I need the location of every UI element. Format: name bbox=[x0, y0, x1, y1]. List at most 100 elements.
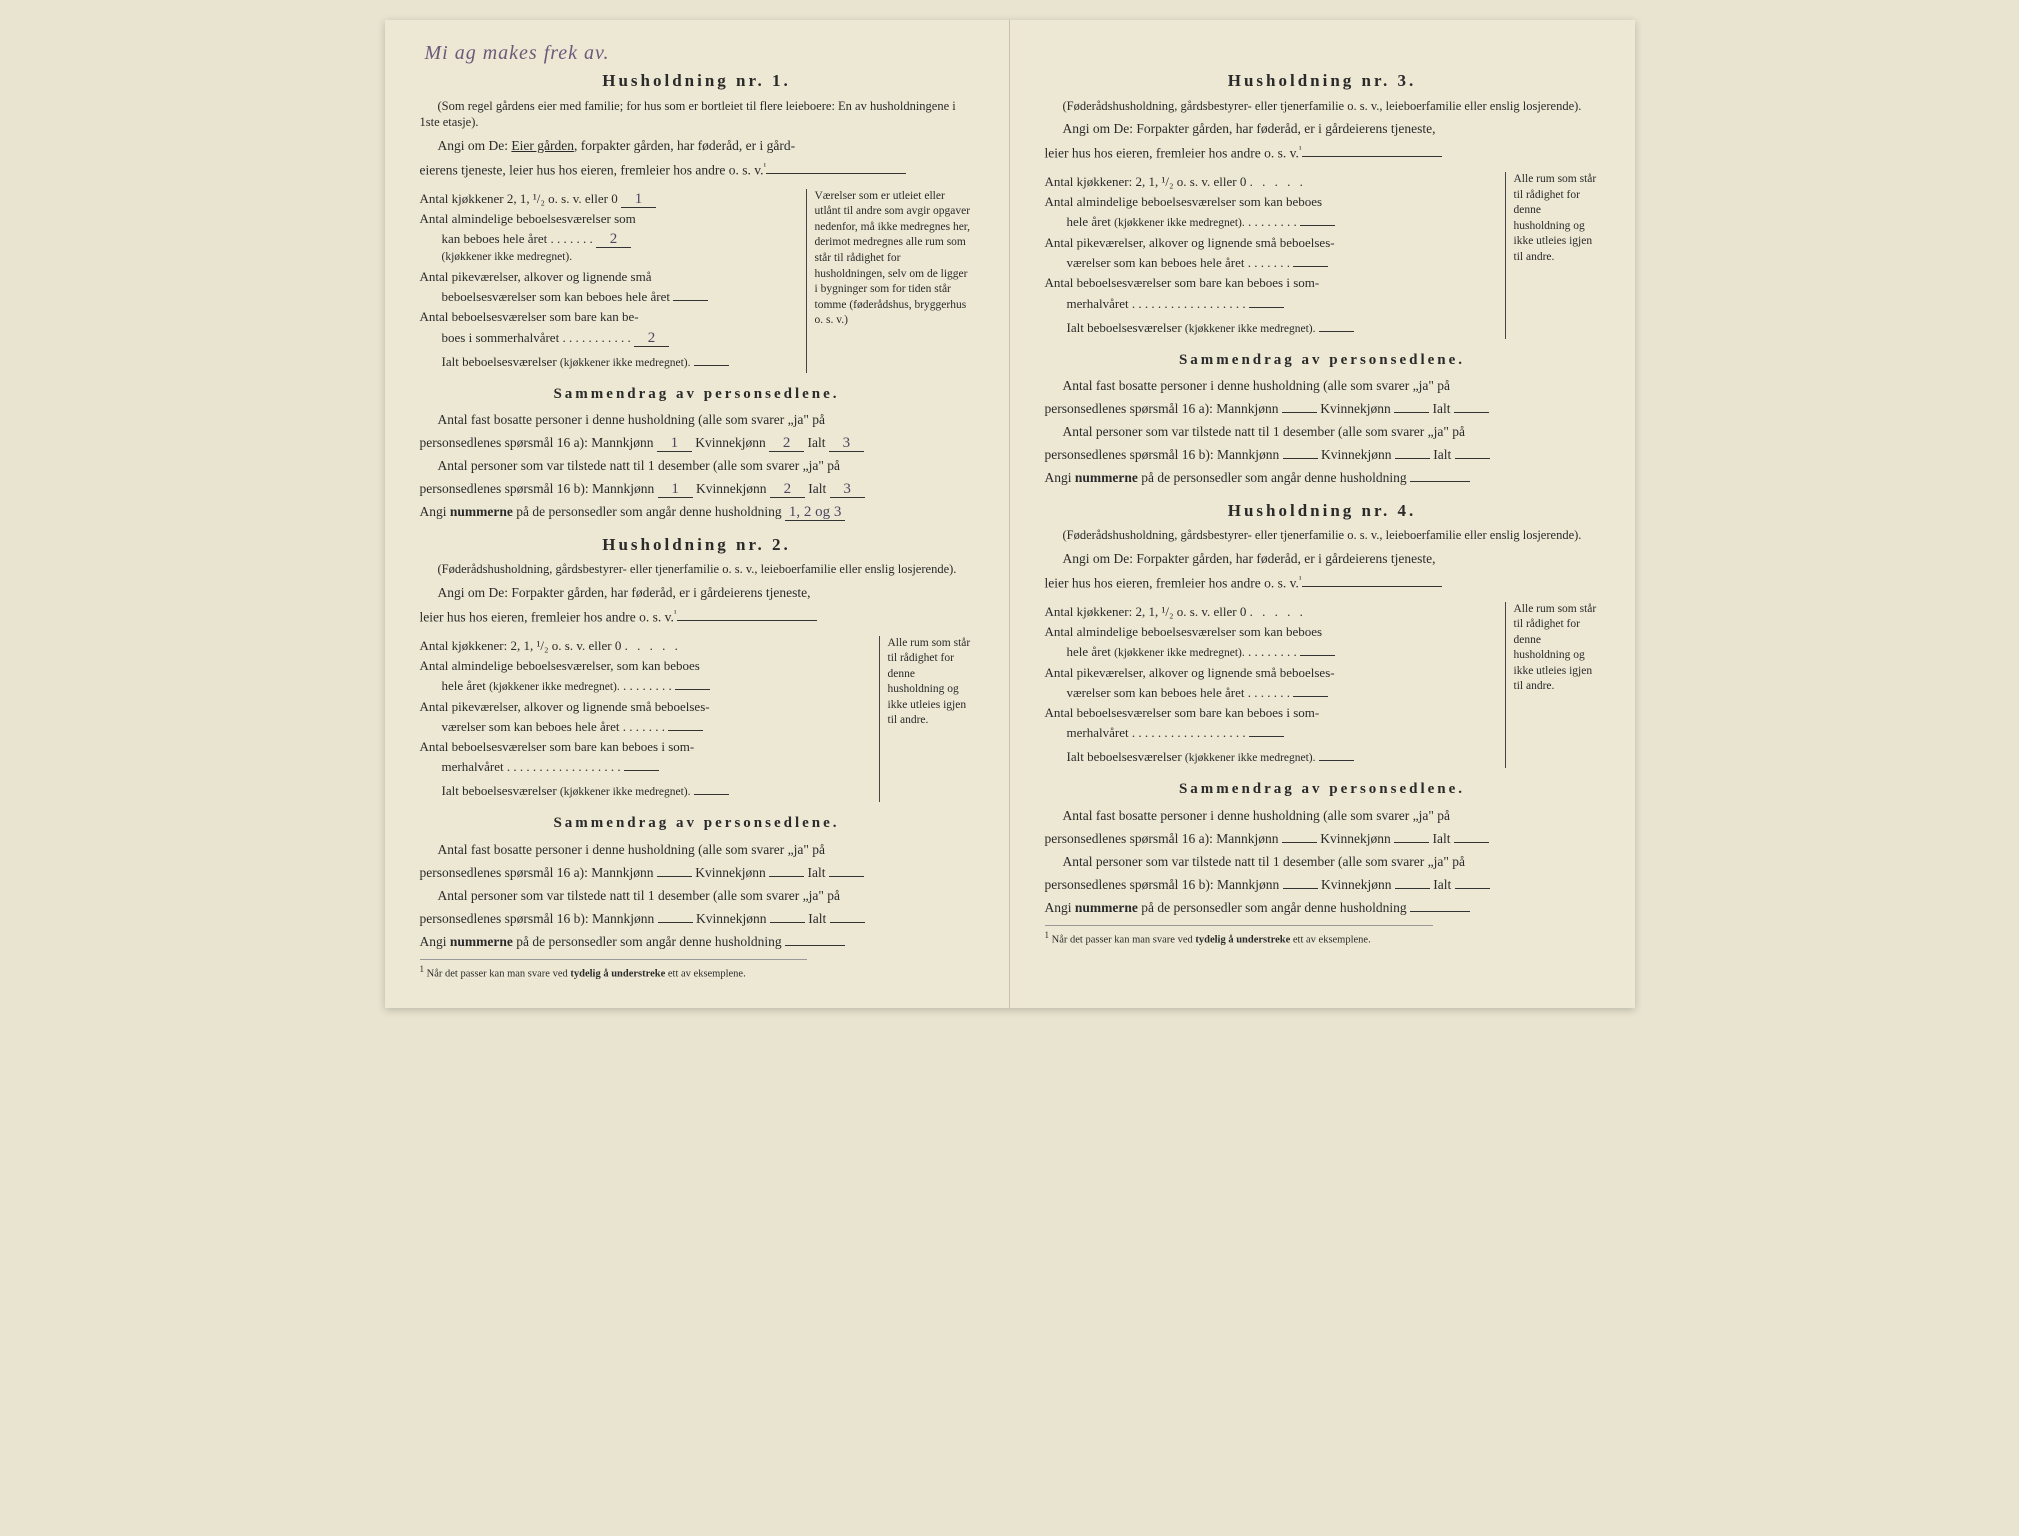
summary2-1a: Antal fast bosatte personer i denne hush… bbox=[420, 839, 974, 862]
rooms-side-note-4: Alle rum som står til rådighet for denne… bbox=[1505, 602, 1600, 768]
angi-blank-3 bbox=[1302, 156, 1442, 157]
kitchens-row-4: Antal kjøkkener: 2, 1, ¹/₂ o. s. v. elle… bbox=[1045, 602, 1497, 622]
household-1-rooms: Antal kjøkkener 2, 1, ¹/₂ o. s. v. eller… bbox=[420, 189, 974, 373]
footnote-after-r: ett av eksemplene. bbox=[1290, 935, 1370, 946]
ordinary-note-3: (kjøkkener ikke medregnet). bbox=[1114, 217, 1245, 229]
summary-2b-prefix: personsedlenes spørsmål 16 b): Mannkjønn bbox=[420, 481, 655, 496]
kvinne-label-4: Kvinnekjønn bbox=[1320, 831, 1391, 846]
ialt-note-2: (kjøkkener ikke medregnet). bbox=[560, 786, 691, 798]
summer-row2: boes i sommerhalvåret . . . . . . . . . … bbox=[420, 328, 798, 348]
footnote-sup: 1 bbox=[420, 964, 425, 974]
summary-2a: Antal personer som var tilstede natt til… bbox=[420, 455, 974, 478]
kvinne-label-b-2: Kvinnekjønn bbox=[696, 911, 767, 926]
angi-blank-4 bbox=[1302, 586, 1442, 587]
footnote-sup-r: 1 bbox=[1045, 930, 1050, 940]
summary4-1b-prefix: personsedlenes spørsmål 16 a): Mannkjønn bbox=[1045, 831, 1279, 846]
household-4-subtitle: (Føderådshusholdning, gårdsbestyrer- ell… bbox=[1045, 527, 1600, 544]
numbers-value-4 bbox=[1410, 911, 1470, 912]
footnote-ref-4: ¹ bbox=[1299, 574, 1302, 584]
ordinary-label2-3: hele året bbox=[1067, 214, 1111, 229]
kvinne-a-value-3 bbox=[1394, 412, 1429, 413]
document-spread: Mi ag makes frek av. Husholdning nr. 1. … bbox=[385, 20, 1635, 1008]
left-page: Mi ag makes frek av. Husholdning nr. 1. … bbox=[385, 20, 1010, 1008]
rooms-side-note: Værelser som er utleiet eller utlånt til… bbox=[806, 189, 974, 373]
kvinne-label: Kvinnekjønn bbox=[695, 435, 766, 450]
summary4-numbers: Angi nummerne på de personsedler som ang… bbox=[1045, 897, 1600, 920]
household-4-title: Husholdning nr. 4. bbox=[1045, 498, 1600, 524]
summary-1b-prefix: personsedlenes spørsmål 16 a): Mannkjønn bbox=[420, 435, 654, 450]
maid-row2: beboelsesværelser som kan beboes hele år… bbox=[420, 287, 798, 307]
numbers-bold-3: nummerne bbox=[1075, 470, 1138, 485]
maid-row1-4: Antal pikeværelser, alkover og lignende … bbox=[1045, 663, 1497, 683]
numbers-rest: på de personsedler som angår denne husho… bbox=[513, 504, 782, 519]
angi-rest: , forpakter gården, har føderåd, er i gå… bbox=[574, 138, 795, 153]
summary4-2a: Antal personer som var tilstede natt til… bbox=[1045, 851, 1600, 874]
maid-row2-2: værelser som kan beboes hele året . . . … bbox=[420, 717, 871, 737]
summary4-2b: personsedlenes spørsmål 16 b): Mannkjønn… bbox=[1045, 874, 1600, 897]
summer-value: 2 bbox=[634, 331, 669, 347]
maid-value-3 bbox=[1293, 266, 1328, 267]
summary4-1a: Antal fast bosatte personer i denne hush… bbox=[1045, 805, 1600, 828]
kitchens-label-4: Antal kjøkkener: 2, 1, ¹/₂ o. s. v. elle… bbox=[1045, 604, 1247, 619]
summary4-2b-prefix: personsedlenes spørsmål 16 b): Mannkjønn bbox=[1045, 877, 1280, 892]
household-1-subtitle: (Som regel gårdens eier med familie; for… bbox=[420, 98, 974, 132]
household-1-angi-2: eierens tjeneste, leier hus hos eieren, … bbox=[420, 159, 974, 181]
ialt-a-value: 3 bbox=[829, 436, 864, 452]
summer-row2-2: merhalvåret . . . . . . . . . . . . . . … bbox=[420, 757, 871, 777]
ordinary-label2: kan beboes hele året bbox=[442, 231, 548, 246]
ordinary-row1-3: Antal almindelige beboelsesværelser som … bbox=[1045, 192, 1497, 212]
maid-row1-2: Antal pikeværelser, alkover og lignende … bbox=[420, 697, 871, 717]
kitchens-label: Antal kjøkkener 2, 1, ¹/₂ o. s. v. eller… bbox=[420, 191, 618, 206]
maid-row1: Antal pikeværelser, alkover og lignende … bbox=[420, 267, 798, 287]
summary2-2a: Antal personer som var tilstede natt til… bbox=[420, 885, 974, 908]
kitchens-row-3: Antal kjøkkener: 2, 1, ¹/₂ o. s. v. elle… bbox=[1045, 172, 1497, 192]
kvinne-b-value: 2 bbox=[770, 482, 805, 498]
mann-a-value-4 bbox=[1282, 842, 1317, 843]
dots-4: . . . . . bbox=[1250, 604, 1306, 619]
household-3-subtitle: (Føderådshusholdning, gårdsbestyrer- ell… bbox=[1045, 98, 1600, 115]
kvinne-label-b-3: Kvinnekjønn bbox=[1321, 447, 1392, 462]
ialt-b-value-3 bbox=[1455, 458, 1490, 459]
mann-a-value: 1 bbox=[657, 436, 692, 452]
footnote-after: ett av eksemplene. bbox=[665, 969, 745, 980]
summer-value-2 bbox=[624, 770, 659, 771]
numbers-label-3: Angi bbox=[1045, 470, 1075, 485]
kvinne-b-value-3 bbox=[1395, 458, 1430, 459]
kvinne-label-b-4: Kvinnekjønn bbox=[1321, 877, 1392, 892]
maid-value bbox=[673, 300, 708, 301]
maid-value-4 bbox=[1293, 696, 1328, 697]
ialt-a-value-4 bbox=[1454, 842, 1489, 843]
summary3-1b: personsedlenes spørsmål 16 a): Mannkjønn… bbox=[1045, 398, 1600, 421]
kvinne-label-2: Kvinnekjønn bbox=[695, 865, 766, 880]
kitchens-row: Antal kjøkkener 2, 1, ¹/₂ o. s. v. eller… bbox=[420, 189, 798, 209]
ordinary-row2: kan beboes hele året . . . . . . . 2 bbox=[420, 229, 798, 249]
summary2-2b-prefix: personsedlenes spørsmål 16 b): Mannkjønn bbox=[420, 911, 655, 926]
maid-label2-4: værelser som kan beboes hele året bbox=[1067, 685, 1245, 700]
kvinne-a-value: 2 bbox=[769, 436, 804, 452]
numbers-label-4: Angi bbox=[1045, 900, 1075, 915]
ialt-label-a-2: Ialt bbox=[807, 865, 825, 880]
household-2-angi-2: leier hus hos eieren, fremleier hos andr… bbox=[420, 606, 974, 628]
summary2-numbers: Angi nummerne på de personsedler som ang… bbox=[420, 931, 974, 954]
maid-label2: beboelsesværelser som kan beboes hele år… bbox=[442, 289, 671, 304]
angi-underlined: Eier gården bbox=[511, 138, 574, 153]
rooms-left-col-2: Antal kjøkkener: 2, 1, ¹/₂ o. s. v. elle… bbox=[420, 636, 871, 802]
ordinary-value-3 bbox=[1300, 225, 1335, 226]
numbers-label-2: Angi bbox=[420, 934, 450, 949]
rooms-left-col-4: Antal kjøkkener: 2, 1, ¹/₂ o. s. v. elle… bbox=[1045, 602, 1497, 768]
kitchens-label-3: Antal kjøkkener: 2, 1, ¹/₂ o. s. v. elle… bbox=[1045, 174, 1247, 189]
ordinary-note-2: (kjøkkener ikke medregnet). bbox=[489, 681, 620, 693]
household-2-title: Husholdning nr. 2. bbox=[420, 532, 974, 558]
summary-numbers: Angi nummerne på de personsedler som ang… bbox=[420, 501, 974, 524]
summer-row1-3: Antal beboelsesværelser som bare kan beb… bbox=[1045, 273, 1497, 293]
numbers-bold-4: nummerne bbox=[1075, 900, 1138, 915]
handwritten-annotation: Mi ag makes frek av. bbox=[425, 38, 610, 68]
ialt-row-3: Ialt beboelsesværelser (kjøkkener ikke m… bbox=[1045, 318, 1497, 339]
household-1-title: Husholdning nr. 1. bbox=[420, 68, 974, 94]
numbers-value-3 bbox=[1410, 481, 1470, 482]
ialt-value-3 bbox=[1319, 331, 1354, 332]
summer-value-4 bbox=[1249, 736, 1284, 737]
summary3-2a: Antal personer som var tilstede natt til… bbox=[1045, 421, 1600, 444]
numbers-bold: nummerne bbox=[450, 504, 513, 519]
ordinary-row1-4: Antal almindelige beboelsesværelser som … bbox=[1045, 622, 1497, 642]
